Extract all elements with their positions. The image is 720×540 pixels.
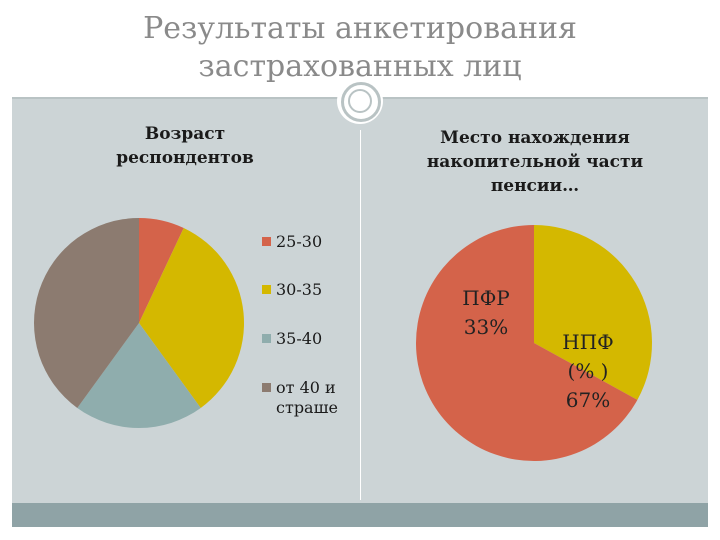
legend-swatch: [262, 334, 271, 343]
medallion-inner-ring: [348, 89, 372, 113]
pension-pie-slice-0: [534, 225, 652, 400]
age-pie-slice-0: [139, 217, 184, 323]
pension-label-npf-line-1: (% ): [568, 359, 609, 383]
legend-swatch: [262, 285, 271, 294]
legend-swatch: [262, 237, 271, 246]
footer-bar: [12, 503, 708, 527]
pension-label-pfr-line-0: ПФР: [462, 286, 510, 310]
age-pie-slice-2: [77, 323, 201, 429]
legend-label: 30-35: [276, 280, 323, 299]
age-pie-slice-1: [139, 227, 245, 408]
legend-swatch: [262, 383, 271, 392]
pension-label-pfr-line-1: 33%: [464, 315, 508, 339]
age-pie-slice-3: [33, 218, 139, 408]
pension-label-npf-line-2: 67%: [566, 388, 610, 412]
legend-label: от 40 и страше: [276, 378, 338, 417]
pension-pie-slice-1: [415, 224, 638, 462]
legend-label: 35-40: [276, 329, 323, 348]
center-divider: [360, 130, 361, 500]
pension-chart-title: Место нахождения накопительной части пен…: [426, 128, 644, 196]
legend-label: 25-30: [276, 232, 323, 251]
slide-title: Результаты анкетирования застрахованных …: [143, 11, 577, 84]
pension-label-npf-line-0: НПФ: [562, 330, 613, 354]
age-chart-title: Возраст респондентов: [116, 124, 254, 168]
